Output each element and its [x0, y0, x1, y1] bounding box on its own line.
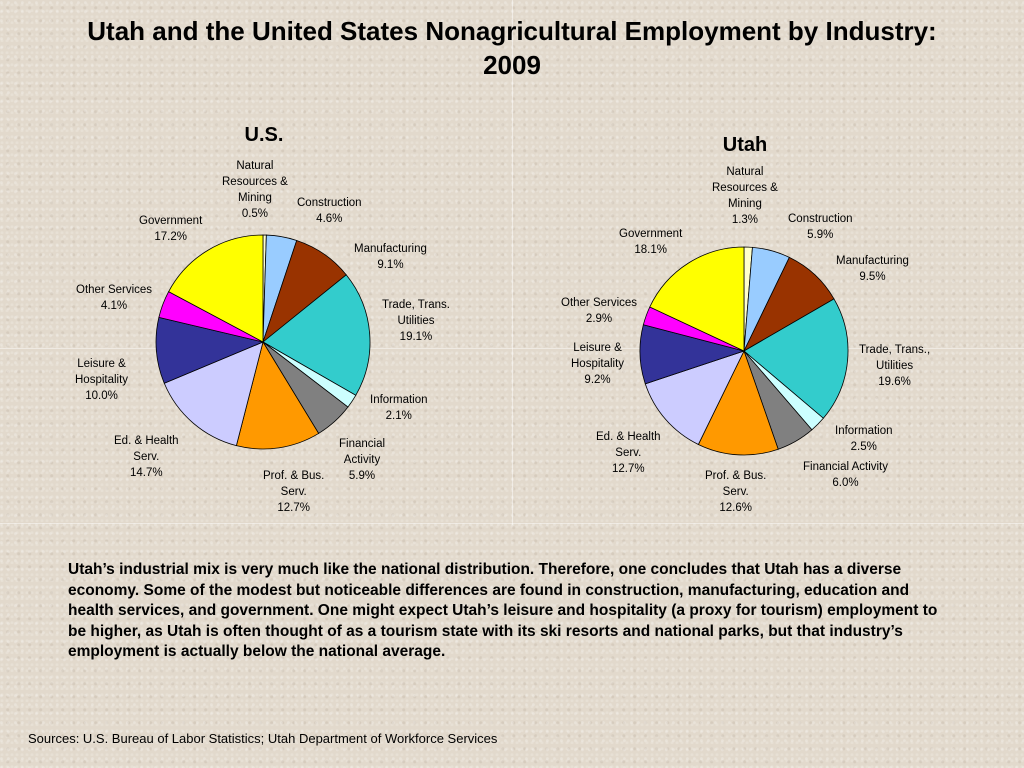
utah-label-percent-natural-resources-mining: 1.3%: [731, 214, 759, 226]
utah-label-text-construction-0: Construction: [788, 213, 853, 225]
utah-label-percent-prof-bus-serv: 12.6%: [719, 502, 752, 514]
us-label-government: Government 17.2%: [139, 213, 202, 245]
utah-label-natural-resources-mining: Natural Resources & Mining 1.3%: [712, 164, 778, 228]
utah-label-information: Information 2.5%: [835, 423, 893, 455]
us-label-financial-activity: Financial Activity 5.9%: [339, 436, 385, 484]
utah-slice-government: [649, 246, 745, 352]
slide-guide-horizontal-lower: [0, 523, 1024, 524]
us-label-manufacturing: Manufacturing 9.1%: [354, 241, 427, 273]
utah-label-text-prof-bus-serv-1: Serv.: [722, 486, 749, 498]
utah-label-percent-other-services: 2.9%: [585, 313, 613, 325]
us-label-trade-trans-utilities: Trade, Trans. Utilities 19.1%: [382, 297, 450, 345]
us-label-percent-manufacturing: 9.1%: [377, 259, 404, 271]
utah-label-text-government-0: Government: [619, 228, 683, 240]
utah-label-leisure-hospitality: Leisure & Hospitality 9.2%: [571, 340, 624, 388]
utah-label-financial-activity: Financial Activity 6.0%: [803, 459, 888, 491]
us-label-text-prof-bus-serv-1: Serv.: [280, 486, 307, 498]
utah-label-text-information-0: Information: [835, 425, 893, 437]
us-label-text-ed-health-serv-1: Serv.: [133, 451, 160, 463]
utah-label-government: Government 18.1%: [619, 226, 682, 258]
analysis-paragraph: Utah’s industrial mix is very much like …: [68, 561, 938, 660]
us-label-text-construction-0: Construction: [297, 197, 362, 209]
us-label-percent-trade-trans-utilities: 19.1%: [399, 331, 433, 343]
utah-label-construction: Construction 5.9%: [788, 211, 853, 243]
us-label-percent-natural-resources-mining: 0.5%: [241, 208, 269, 220]
us-label-leisure-hospitality: Leisure & Hospitality 10.0%: [75, 356, 128, 404]
us-label-text-trade-trans-utilities-1: Utilities: [397, 315, 435, 327]
utah-label-trade-trans-utilities: Trade, Trans., Utilities 19.6%: [859, 342, 930, 390]
utah-label-percent-leisure-hospitality: 9.2%: [584, 374, 611, 386]
utah-label-text-natural-resources-mining-2: Mining: [727, 198, 762, 210]
slide-guide-vertical: [512, 0, 513, 525]
utah-label-text-ed-health-serv-0: Ed. & Health: [596, 431, 661, 443]
us-label-percent-other-services: 4.1%: [100, 300, 128, 312]
us-label-other-services: Other Services 4.1%: [76, 282, 152, 314]
us-label-percent-government: 17.2%: [154, 231, 187, 243]
utah-label-text-natural-resources-mining-0: Natural: [726, 166, 764, 178]
us-label-natural-resources-mining: Natural Resources & Mining 0.5%: [222, 158, 288, 222]
us-label-percent-construction: 4.6%: [316, 213, 343, 225]
utah-label-text-trade-trans-utilities-0: Trade, Trans.,: [859, 344, 931, 356]
us-label-text-financial-activity-0: Financial: [339, 438, 386, 450]
us-slice-government: [168, 234, 264, 343]
utah-label-text-trade-trans-utilities-1: Utilities: [876, 360, 914, 372]
us-label-text-leisure-hospitality-1: Hospitality: [75, 374, 129, 386]
utah-label-ed-health-serv: Ed. & Health Serv. 12.7%: [596, 429, 661, 477]
us-label-text-ed-health-serv-0: Ed. & Health: [114, 435, 179, 447]
us-slice-ed-health-serv: [163, 341, 264, 447]
utah-pie-chart: [639, 246, 849, 456]
us-label-text-government-0: Government: [139, 215, 203, 227]
us-label-text-information-0: Information: [370, 394, 428, 406]
us-label-text-natural-resources-mining-2: Mining: [237, 192, 272, 204]
utah-label-prof-bus-serv: Prof. & Bus. Serv. 12.6%: [705, 468, 766, 516]
utah-label-text-ed-health-serv-1: Serv.: [615, 447, 642, 459]
utah-label-percent-construction: 5.9%: [807, 229, 834, 241]
sources-note: Sources: U.S. Bureau of Labor Statistics…: [28, 731, 498, 746]
us-label-text-natural-resources-mining-1: Resources &: [222, 176, 288, 188]
us-label-percent-information: 2.1%: [385, 410, 412, 422]
utah-label-percent-financial-activity: 6.0%: [832, 477, 859, 489]
utah-chart-title: Utah: [722, 134, 768, 156]
us-label-ed-health-serv: Ed. & Health Serv. 14.7%: [114, 433, 179, 481]
utah-slice-trade-trans-utilities: [743, 298, 849, 419]
us-label-information: Information 2.1%: [370, 392, 428, 424]
us-label-prof-bus-serv: Prof. & Bus. Serv. 12.7%: [263, 468, 324, 516]
us-label-percent-prof-bus-serv: 12.7%: [277, 502, 310, 514]
utah-label-text-manufacturing-0: Manufacturing: [836, 255, 909, 267]
utah-label-percent-government: 18.1%: [634, 244, 667, 256]
us-slice-trade-trans-utilities: [262, 274, 371, 396]
utah-slice-prof-bus-serv: [697, 349, 779, 456]
us-label-text-natural-resources-mining-0: Natural: [236, 160, 274, 172]
utah-slice-ed-health-serv: [644, 350, 745, 445]
utah-label-text-prof-bus-serv-0: Prof. & Bus.: [705, 470, 767, 482]
us-label-text-financial-activity-1: Activity: [343, 454, 381, 466]
utah-label-percent-information: 2.5%: [850, 441, 877, 453]
us-label-text-manufacturing-0: Manufacturing: [354, 243, 427, 255]
us-label-percent-financial-activity: 5.9%: [348, 470, 376, 482]
us-slice-prof-bus-serv: [235, 340, 320, 450]
utah-label-text-other-services-0: Other Services: [561, 297, 638, 309]
utah-label-text-financial-activity-0: Financial Activity: [803, 461, 889, 473]
utah-label-percent-trade-trans-utilities: 19.6%: [878, 376, 911, 388]
us-label-text-leisure-hospitality-0: Leisure &: [77, 358, 126, 370]
utah-label-other-services: Other Services 2.9%: [561, 295, 637, 327]
slide-title: Utah and the United States Nonagricultur…: [87, 16, 937, 80]
us-chart-title: U.S.: [244, 124, 284, 146]
utah-label-percent-ed-health-serv: 12.7%: [611, 463, 645, 475]
us-pie-chart: [155, 234, 371, 450]
us-label-text-other-services-0: Other Services: [76, 284, 153, 296]
utah-label-manufacturing: Manufacturing 9.5%: [836, 253, 909, 285]
utah-label-text-natural-resources-mining-1: Resources &: [712, 182, 778, 194]
utah-label-text-leisure-hospitality-0: Leisure &: [573, 342, 622, 354]
utah-label-percent-manufacturing: 9.5%: [859, 271, 886, 283]
us-label-construction: Construction 4.6%: [297, 195, 362, 227]
utah-label-text-leisure-hospitality-1: Hospitality: [571, 358, 625, 370]
us-label-percent-leisure-hospitality: 10.0%: [85, 390, 118, 402]
us-label-percent-ed-health-serv: 14.7%: [129, 467, 163, 479]
us-label-text-trade-trans-utilities-0: Trade, Trans.: [382, 299, 450, 311]
us-label-text-prof-bus-serv-0: Prof. & Bus.: [263, 470, 325, 482]
slide-guide-horizontal: [0, 348, 1024, 349]
